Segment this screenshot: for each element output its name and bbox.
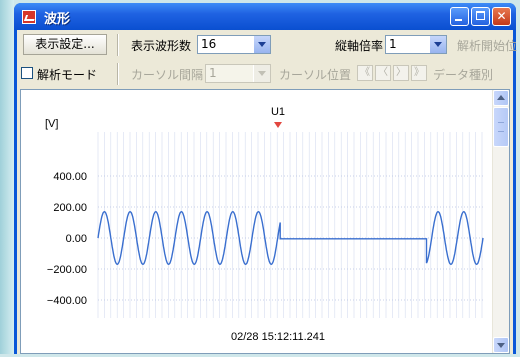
y-tick-label: 400.00	[53, 171, 87, 183]
y-axis-label: [V]	[45, 118, 58, 130]
chevron-down-icon[interactable]	[429, 36, 446, 53]
cursor-last-button[interactable]: 》	[411, 65, 427, 81]
scroll-up-icon[interactable]	[493, 90, 509, 106]
chevron-down-icon[interactable]	[253, 36, 270, 53]
analysis-mode-label[interactable]: 解析モード	[37, 68, 98, 82]
y-tick-label: −400.00	[47, 295, 87, 307]
y-tick-label: −200.00	[47, 264, 87, 276]
vertical-scale-select[interactable]: 1	[385, 35, 447, 54]
data-type-label: データ種別	[433, 68, 494, 82]
window-client-area: 表示設定... 表示波形数 16 縦軸倍率 1 解析開始位 解析モード カーソル…	[17, 30, 517, 354]
vertical-scale-label: 縦軸倍率	[335, 39, 384, 53]
vertical-scale-value: 1	[389, 37, 397, 51]
cursor-interval-value: 1	[209, 66, 217, 80]
maximize-button[interactable]	[471, 7, 490, 26]
wave-count-value: 16	[201, 37, 217, 51]
vertical-scrollbar[interactable]	[492, 90, 509, 353]
waveform-app-icon	[22, 10, 36, 24]
close-button[interactable]: ✕	[492, 7, 511, 26]
chart-grid	[97, 132, 483, 318]
window-title: 波形	[44, 12, 71, 27]
toolbar-row-1: 表示設定... 表示波形数 16 縦軸倍率 1 解析開始位	[17, 31, 517, 58]
wave-count-label: 表示波形数	[131, 39, 192, 53]
waveform-window: 波形 ✕ 表示設定... 表示波形数 16 縦軸倍率 1 解析開始位 解析モード…	[14, 3, 517, 354]
title-bar[interactable]: 波形 ✕	[14, 3, 516, 30]
waveform-series-line	[97, 210, 484, 266]
trigger-marker-icon[interactable]	[274, 122, 282, 128]
desktop-background	[0, 0, 14, 354]
minimize-button[interactable]	[450, 7, 469, 26]
wave-count-select[interactable]: 16	[197, 35, 271, 54]
analysis-mode-checkbox[interactable]	[21, 67, 33, 79]
toolbar-row-2: 解析モード カーソル間隔 1 カーソル位置 《 〈 〉 》 データ種別	[17, 60, 513, 87]
waveform-chart: [V] U1 400.00 200.00 0.00 −200.00 −400.00 02…	[45, 106, 484, 343]
analysis-start-label: 解析開始位	[457, 39, 518, 53]
cursor-interval-label: カーソル間隔	[131, 68, 204, 82]
cursor-position-label: カーソル位置	[279, 68, 352, 82]
y-tick-labels: 400.00 200.00 0.00 −200.00 −400.00	[47, 171, 87, 307]
y-tick-label: 200.00	[53, 202, 87, 214]
chevron-down-icon[interactable]	[253, 65, 270, 82]
y-tick-label: 0.00	[66, 233, 87, 245]
waveform-panel: [V] U1 400.00 200.00 0.00 −200.00 −400.00 02…	[20, 89, 510, 354]
display-settings-button[interactable]: 表示設定...	[23, 34, 107, 55]
toolbar-separator	[117, 34, 118, 56]
timestamp-label: 02/28 15:12:11.241	[231, 331, 325, 343]
cursor-next-button[interactable]: 〉	[393, 65, 409, 81]
cursor-interval-select[interactable]: 1	[205, 64, 271, 83]
cursor-prev-button[interactable]: 〈	[375, 65, 391, 81]
channel-label: U1	[271, 106, 285, 118]
scroll-thumb[interactable]	[493, 107, 509, 147]
scroll-down-icon[interactable]	[493, 337, 509, 353]
toolbar-separator	[117, 63, 118, 85]
cursor-first-button[interactable]: 《	[357, 65, 373, 81]
